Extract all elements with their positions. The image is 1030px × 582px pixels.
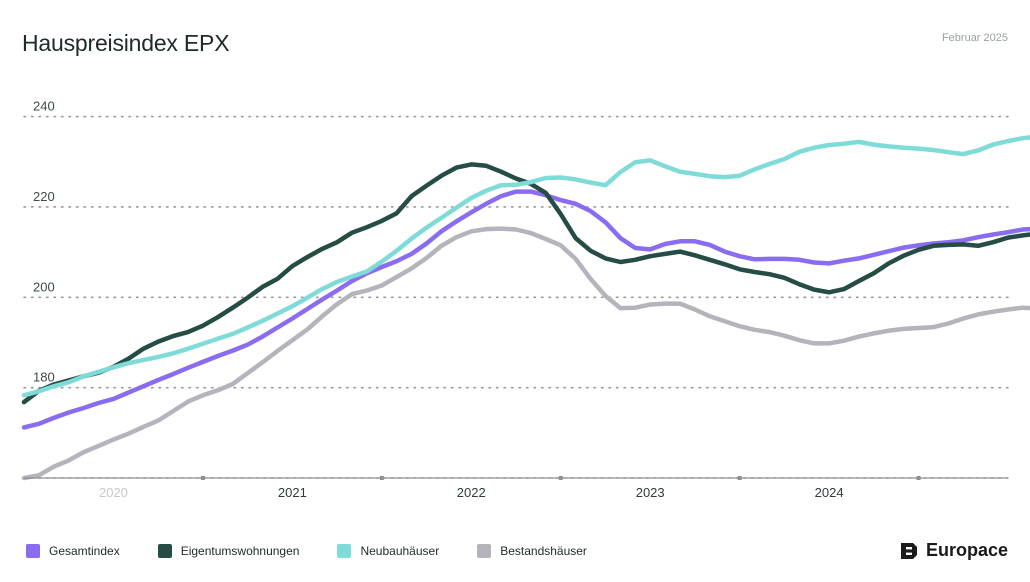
legend-swatch (157, 544, 172, 558)
series-line (21, 226, 1030, 481)
x-tick-label: 2022 (457, 485, 486, 500)
x-tick-mark (200, 476, 205, 480)
series-line (21, 135, 1030, 398)
x-tick-label: 2024 (815, 485, 844, 500)
legend-item-gesamtindex[interactable]: Gesamtindex (26, 544, 120, 558)
grid-layer: 180 200 220 240 (23, 99, 1009, 479)
y-tick-label: 180 (33, 370, 55, 385)
date-label: Februar 2025 (941, 32, 1008, 44)
x-tick-mark (379, 476, 384, 480)
legend-swatch (26, 544, 40, 558)
x-axis: 2020 2021 2022 2023 2024 (24, 476, 1008, 500)
series-line (21, 162, 1030, 405)
legend-swatch (337, 544, 352, 558)
x-tick-mark (737, 476, 742, 480)
y-tick-label: 220 (33, 189, 55, 204)
legend-item-neubauhaeuser[interactable]: Neubauhäuser (337, 544, 439, 558)
legend-swatch (477, 544, 492, 558)
y-tick-label: 240 (33, 99, 55, 114)
legend-label: Bestandshäuser (500, 544, 587, 558)
chart-title: Hauspreisindex EPX (22, 30, 230, 56)
x-tick-mark (916, 476, 921, 480)
x-tick-label: 2021 (278, 485, 307, 500)
europace-logo-icon (900, 542, 917, 559)
legend-item-eigentumswohnungen[interactable]: Eigentumswohnungen (157, 544, 300, 558)
legend-label: Eigentumswohnungen (180, 544, 300, 558)
legend-item-bestandshaeuser[interactable]: Bestandshäuser (477, 544, 587, 558)
x-tick-label: 2023 (636, 485, 665, 500)
y-tick-label: 200 (33, 279, 55, 294)
europace-logo[interactable]: Europace (900, 540, 1008, 561)
series-layer (21, 135, 1030, 481)
x-tick-label: 2020 (99, 485, 128, 500)
brand-name: Europace (925, 540, 1008, 560)
x-tick-mark (558, 476, 563, 480)
legend-label: Gesamtindex (49, 544, 120, 558)
legend: Gesamtindex Eigentumswohnungen Neubauhäu… (26, 544, 625, 558)
series-line (21, 189, 1030, 430)
legend-label: Neubauhäuser (360, 544, 440, 558)
